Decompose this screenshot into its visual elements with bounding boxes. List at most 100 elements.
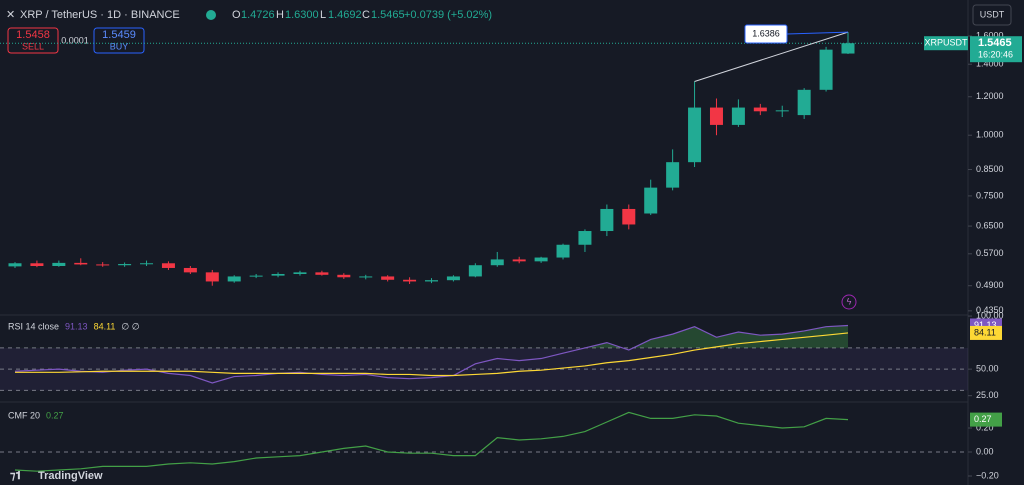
candle-body xyxy=(753,107,767,112)
header: ✕ XRP / TetherUS · 1D · BINANCE O 1.4726… xyxy=(6,9,492,21)
indicator-title: RSI 14 close xyxy=(8,321,59,331)
indicator-value: 84.11 xyxy=(94,321,116,331)
candle-body xyxy=(425,280,438,282)
ohlc-key: L xyxy=(320,9,326,21)
ohlc-value: 1.4692 xyxy=(328,9,362,21)
symbol-icon: ✕ xyxy=(6,9,15,21)
y-tick-label: 0.20 xyxy=(976,422,994,432)
y-tick-label: 0.4900 xyxy=(976,280,1004,290)
overbought-fill xyxy=(584,325,848,348)
candle-body xyxy=(249,275,263,277)
candle-body xyxy=(315,272,329,275)
currency[interactable]: USDT xyxy=(980,9,1005,19)
candle-body xyxy=(183,267,197,273)
candle-body xyxy=(622,208,636,225)
price-tag xyxy=(970,36,1022,63)
y-tick-label: 0.00 xyxy=(976,446,994,456)
ohlc-key: C xyxy=(362,9,370,21)
indicator-value: 91.13 xyxy=(65,321,88,331)
candle-body xyxy=(337,274,351,278)
indicator-line xyxy=(14,411,849,472)
ohlc-value: 1.5465 xyxy=(371,9,405,21)
sell-label[interactable]: SELL xyxy=(22,41,44,51)
candle-body xyxy=(797,89,811,116)
candle-body xyxy=(205,272,219,282)
status-dot xyxy=(206,10,216,20)
candle-body xyxy=(161,263,175,268)
y-tick-label: 100.00 xyxy=(976,310,1004,320)
buy-box[interactable] xyxy=(93,27,145,54)
ohlc-change: +0.0739 (+5.02%) xyxy=(404,9,492,21)
candle-body xyxy=(731,107,745,125)
brand-name: TradingView xyxy=(38,470,103,482)
candle-body xyxy=(556,244,570,258)
sell-button[interactable]: 1.5458 SELL xyxy=(7,27,59,54)
candle-body xyxy=(490,259,504,266)
symbol: XRP / TetherUS · 1D · BINANCE xyxy=(20,9,180,21)
y-tick-label: 1.2000 xyxy=(976,91,1004,101)
candle-body xyxy=(381,276,395,280)
candle-body xyxy=(644,187,658,214)
buy-label[interactable]: BUY xyxy=(110,41,129,51)
value-tag-label: 84.11 xyxy=(974,327,996,337)
brand: ⁊𝟏 TradingView xyxy=(10,470,103,482)
candle-body xyxy=(359,276,373,278)
candle-body xyxy=(118,264,132,266)
y-tick-label: −0.20 xyxy=(976,470,999,480)
candle-body xyxy=(709,107,723,125)
indicator-extra: ∅ ∅ xyxy=(121,321,139,331)
y-tick-label: 50.00 xyxy=(976,364,999,374)
sell-box[interactable] xyxy=(7,27,59,54)
price-tag-value: 1.5465 xyxy=(978,37,1012,49)
candle-body xyxy=(140,263,154,265)
candle-body xyxy=(666,162,680,188)
y-tick-label: 1.0000 xyxy=(976,130,1004,140)
candle-body xyxy=(96,264,110,266)
value-tag-label: 91.13 xyxy=(974,320,997,330)
value-tag-label: 0.27 xyxy=(974,414,992,424)
candle-body xyxy=(841,43,855,54)
callout-label: 1.6386 xyxy=(752,28,780,38)
sell-price[interactable]: 1.5458 xyxy=(16,29,50,41)
alert-icon[interactable] xyxy=(841,294,857,310)
candle-body xyxy=(688,107,702,163)
value-tag xyxy=(970,412,1002,427)
y-tick-label: 1.6000 xyxy=(976,30,1004,40)
callout-line xyxy=(786,31,849,35)
candle-body xyxy=(227,276,241,282)
trend-line xyxy=(694,31,849,82)
brand-logo: ⁊𝟏 xyxy=(10,470,22,482)
currency-box[interactable] xyxy=(972,4,1012,26)
y-tick-label: 0.4350 xyxy=(976,305,1004,315)
price-tag-countdown: 16:20:46 xyxy=(978,50,1013,60)
candle-body xyxy=(8,263,22,267)
candle-body xyxy=(578,231,592,245)
candle-body xyxy=(446,276,460,281)
ohlc-value: 1.6300 xyxy=(285,9,319,21)
y-tick-label: 0.6500 xyxy=(976,220,1004,230)
indicator-line xyxy=(15,332,849,377)
spread: 0.0001 xyxy=(61,35,89,45)
candle-body xyxy=(30,263,44,266)
candle-body xyxy=(512,259,526,262)
indicator-title: CMF 20 xyxy=(8,410,40,420)
candle-body xyxy=(74,262,88,265)
indicator-line xyxy=(14,324,849,384)
currency-button[interactable]: USDT xyxy=(972,4,1012,26)
candle-body xyxy=(271,273,285,276)
buy-price[interactable]: 1.5459 xyxy=(102,29,136,41)
ohlc-key: O xyxy=(232,9,241,21)
symbol-tag-label: XRPUSDT xyxy=(924,38,968,48)
candle-body xyxy=(468,265,482,277)
alert-icon-glyph[interactable]: ϟ xyxy=(847,296,852,306)
callout-box xyxy=(744,24,788,44)
candle-body xyxy=(775,110,789,112)
candle-body xyxy=(819,49,833,90)
buy-button[interactable]: 1.5459 BUY xyxy=(93,27,145,54)
value-tag xyxy=(970,325,1002,340)
y-tick-label: 0.5700 xyxy=(976,248,1004,258)
candle-body xyxy=(600,208,614,232)
candle-body xyxy=(403,279,417,282)
